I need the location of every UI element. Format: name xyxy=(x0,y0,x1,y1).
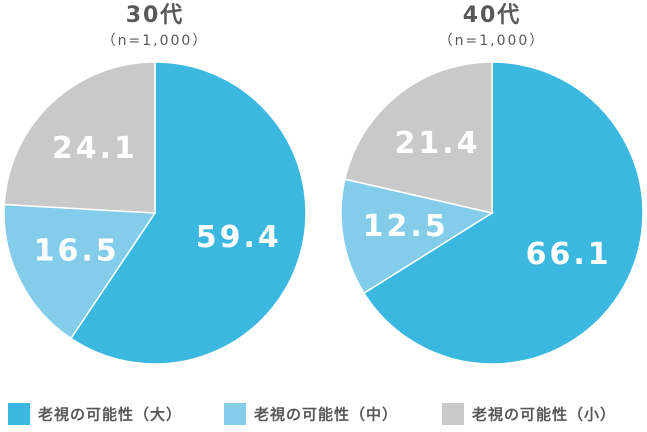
legend-swatch xyxy=(224,403,246,425)
legend-label: 老視の可能性（大） xyxy=(37,406,182,424)
value-label: 21.4 xyxy=(394,126,480,161)
value-label: 66.1 xyxy=(526,237,612,272)
legend-swatch xyxy=(442,403,464,425)
pie-slice xyxy=(362,61,644,365)
legend-swatch xyxy=(8,403,30,425)
chart-subtitle: （n=1,000） xyxy=(439,33,546,49)
chart-title: 40代 xyxy=(463,3,522,28)
pie-slice xyxy=(343,61,493,214)
legend-label: 老視の可能性（中） xyxy=(253,406,398,424)
pie-slice xyxy=(3,61,156,214)
value-label: 16.5 xyxy=(34,234,120,269)
pie-slice xyxy=(3,203,157,340)
value-label: 59.4 xyxy=(196,220,282,255)
pie-slice xyxy=(69,61,307,365)
pie-slice xyxy=(340,178,494,295)
value-label: 24.1 xyxy=(52,131,138,166)
value-label: 12.5 xyxy=(363,209,449,244)
chart-title: 30代 xyxy=(126,3,185,28)
legend-label: 老視の可能性（小） xyxy=(471,406,616,424)
chart-subtitle: （n=1,000） xyxy=(102,33,209,49)
